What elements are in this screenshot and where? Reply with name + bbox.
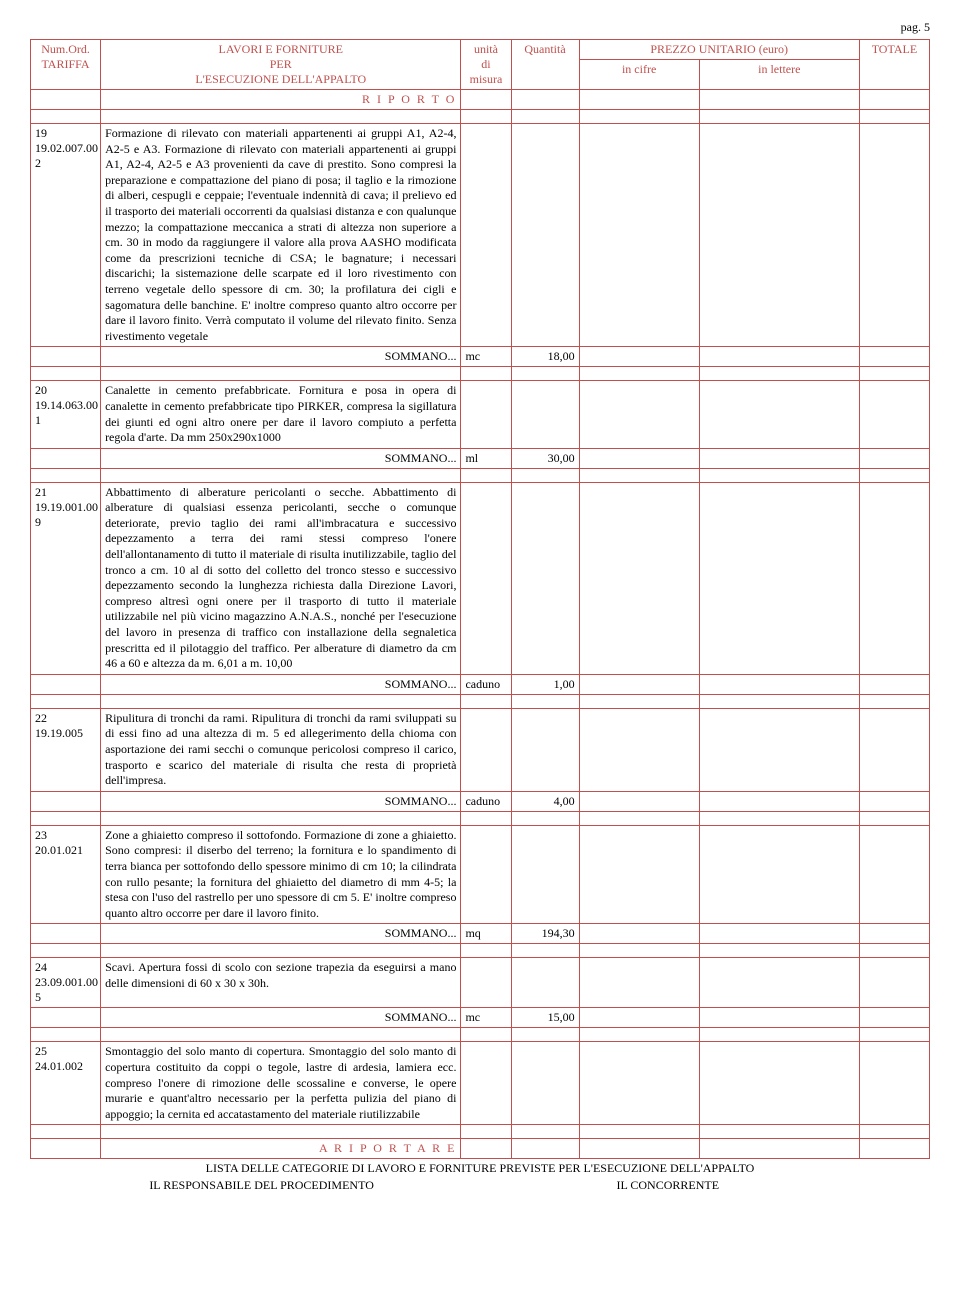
footer-right: IL CONCORRENTE bbox=[466, 1178, 869, 1193]
item-number: 2524.01.002 bbox=[31, 1042, 101, 1125]
hdr-lavori-2: PER bbox=[105, 57, 456, 72]
table-row: 2524.01.002Smontaggio del solo manto di … bbox=[31, 1042, 930, 1125]
hdr-unita-3: misura bbox=[465, 72, 506, 87]
item-number: 2219.19.005 bbox=[31, 708, 101, 791]
quantity-value: 194,30 bbox=[511, 924, 579, 944]
sommano-row: SOMMANO...mq194,30 bbox=[31, 924, 930, 944]
footer-signatures: IL RESPONSABILE DEL PROCEDIMENTO IL CONC… bbox=[30, 1178, 930, 1193]
sommano-row: SOMMANO...mc15,00 bbox=[31, 1008, 930, 1028]
item-description: Zone a ghiaietto compreso il sottofondo.… bbox=[101, 825, 461, 924]
item-number: 2119.19.001.009 bbox=[31, 482, 101, 674]
page-number: pag. 5 bbox=[30, 20, 930, 35]
sommano-row: SOMMANO...mc18,00 bbox=[31, 347, 930, 367]
hdr-unita-2: di bbox=[465, 57, 506, 72]
quantity-value: 4,00 bbox=[511, 791, 579, 811]
quantity-value: 18,00 bbox=[511, 347, 579, 367]
quantity-value: 30,00 bbox=[511, 448, 579, 468]
table-row: 1919.02.007.002Formazione di rilevato co… bbox=[31, 124, 930, 347]
quantity-value: 1,00 bbox=[511, 674, 579, 694]
unit-value: ml bbox=[461, 448, 511, 468]
hdr-inlettere: in lettere bbox=[699, 60, 859, 90]
hdr-lavori-1: LAVORI E FORNITURE bbox=[105, 42, 456, 57]
hdr-numord-2: TARIFFA bbox=[35, 57, 96, 72]
unit-value: caduno bbox=[461, 674, 511, 694]
hdr-numord: Num.Ord. TARIFFA bbox=[31, 40, 101, 90]
riporto-row: R I P O R T O bbox=[31, 90, 930, 110]
unit-value: mc bbox=[461, 347, 511, 367]
item-description: Abbattimento di alberature pericolanti o… bbox=[101, 482, 461, 674]
ariportare-text: A R I P O R T A R E bbox=[101, 1139, 461, 1159]
sommano-label: SOMMANO... bbox=[101, 924, 461, 944]
header-row-1: Num.Ord. TARIFFA LAVORI E FORNITURE PER … bbox=[31, 40, 930, 60]
footer-left: IL RESPONSABILE DEL PROCEDIMENTO bbox=[60, 1178, 463, 1193]
table-row: 2320.01.021Zone a ghiaietto compreso il … bbox=[31, 825, 930, 924]
table-row: 2119.19.001.009Abbattimento di alberatur… bbox=[31, 482, 930, 674]
page: pag. 5 Num.Ord. TARIFFA LAVORI E FORNITU… bbox=[0, 0, 960, 1213]
main-table: Num.Ord. TARIFFA LAVORI E FORNITURE PER … bbox=[30, 39, 930, 1159]
sommano-row: SOMMANO...ml30,00 bbox=[31, 448, 930, 468]
footer-title: LISTA DELLE CATEGORIE DI LAVORO E FORNIT… bbox=[30, 1161, 930, 1176]
riporto-text: R I P O R T O bbox=[101, 90, 461, 110]
table-row: 2019.14.063.001Canalette in cemento pref… bbox=[31, 381, 930, 448]
hdr-unita-1: unità bbox=[465, 42, 506, 57]
sommano-label: SOMMANO... bbox=[101, 1008, 461, 1028]
hdr-numord-1: Num.Ord. bbox=[35, 42, 96, 57]
hdr-lavori-3: L'ESECUZIONE DELL'APPALTO bbox=[105, 72, 456, 87]
ariportare-row: A R I P O R T A R E bbox=[31, 1139, 930, 1159]
item-number: 2320.01.021 bbox=[31, 825, 101, 924]
quantity-value: 15,00 bbox=[511, 1008, 579, 1028]
table-row: 2423.09.001.005Scavi. Apertura fossi di … bbox=[31, 958, 930, 1008]
item-number: 2019.14.063.001 bbox=[31, 381, 101, 448]
unit-value: mc bbox=[461, 1008, 511, 1028]
hdr-unita: unità di misura bbox=[461, 40, 511, 90]
sommano-label: SOMMANO... bbox=[101, 347, 461, 367]
sommano-label: SOMMANO... bbox=[101, 791, 461, 811]
item-description: Scavi. Apertura fossi di scolo con sezio… bbox=[101, 958, 461, 1008]
sommano-label: SOMMANO... bbox=[101, 674, 461, 694]
sommano-label: SOMMANO... bbox=[101, 448, 461, 468]
hdr-quantita: Quantità bbox=[511, 40, 579, 90]
item-number: 1919.02.007.002 bbox=[31, 124, 101, 347]
item-description: Ripulitura di tronchi da rami. Ripulitur… bbox=[101, 708, 461, 791]
item-number: 2423.09.001.005 bbox=[31, 958, 101, 1008]
table-row: 2219.19.005Ripulitura di tronchi da rami… bbox=[31, 708, 930, 791]
item-description: Formazione di rilevato con materiali app… bbox=[101, 124, 461, 347]
hdr-incifre: in cifre bbox=[579, 60, 699, 90]
item-description: Smontaggio del solo manto di copertura. … bbox=[101, 1042, 461, 1125]
hdr-lavori: LAVORI E FORNITURE PER L'ESECUZIONE DELL… bbox=[101, 40, 461, 90]
sommano-row: SOMMANO...caduno1,00 bbox=[31, 674, 930, 694]
sommano-row: SOMMANO...caduno4,00 bbox=[31, 791, 930, 811]
unit-value: mq bbox=[461, 924, 511, 944]
unit-value: caduno bbox=[461, 791, 511, 811]
hdr-prezzo: PREZZO UNITARIO (euro) bbox=[579, 40, 859, 60]
hdr-totale: TOTALE bbox=[859, 40, 929, 90]
item-description: Canalette in cemento prefabbricate. Forn… bbox=[101, 381, 461, 448]
